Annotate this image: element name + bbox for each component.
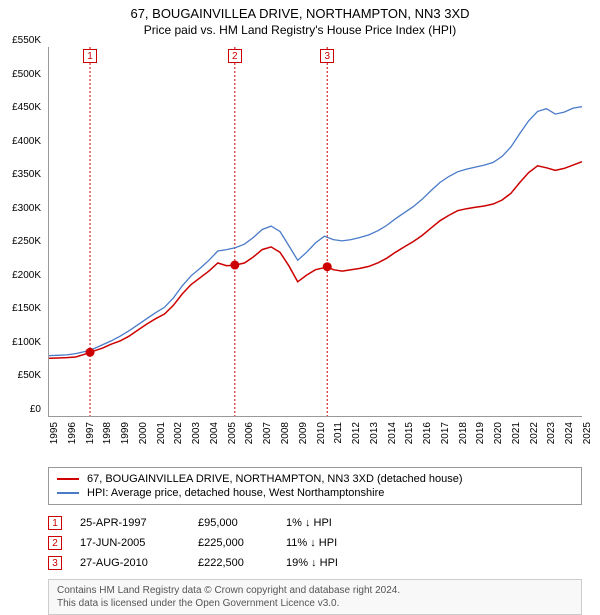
x-label: 2012 bbox=[351, 422, 362, 452]
x-label: 2003 bbox=[191, 422, 202, 452]
y-label: £500K bbox=[0, 69, 41, 80]
sale-diff-3: 19% ↓ HPI bbox=[286, 557, 376, 569]
x-label: 2011 bbox=[333, 422, 344, 452]
x-label: 2004 bbox=[209, 422, 220, 452]
sale-price-3: £222,500 bbox=[198, 557, 268, 569]
y-label: £250K bbox=[0, 236, 41, 247]
x-label: 1998 bbox=[102, 422, 113, 452]
chart-marker-label: 1 bbox=[83, 49, 97, 63]
sales-row-2: 2 17-JUN-2005 £225,000 11% ↓ HPI bbox=[48, 533, 582, 553]
x-label: 2007 bbox=[262, 422, 273, 452]
y-label: £150K bbox=[0, 303, 41, 314]
sale-price-1: £95,000 bbox=[198, 517, 268, 529]
x-label: 2019 bbox=[475, 422, 486, 452]
x-axis-labels: 1995 1996 1997 1998 1999 2000 2001 2002 2003 2004… bbox=[49, 418, 582, 458]
x-label: 2015 bbox=[404, 422, 415, 452]
y-label: £200K bbox=[0, 270, 41, 281]
legend-swatch-property bbox=[57, 478, 79, 480]
x-label: 2008 bbox=[280, 422, 291, 452]
legend-label-hpi: HPI: Average price, detached house, West… bbox=[87, 487, 384, 499]
x-label: 2022 bbox=[529, 422, 540, 452]
x-label: 2013 bbox=[369, 422, 380, 452]
y-axis-labels: £0£50K£100K£150K£200K£250K£300K£350K£400… bbox=[1, 41, 45, 410]
x-label: 1997 bbox=[85, 422, 96, 452]
sale-diff-1: 1% ↓ HPI bbox=[286, 517, 376, 529]
x-label: 2001 bbox=[156, 422, 167, 452]
x-label: 2020 bbox=[493, 422, 504, 452]
x-label: 1999 bbox=[120, 422, 131, 452]
y-label: £450K bbox=[0, 102, 41, 113]
sale-diff-2: 11% ↓ HPI bbox=[286, 537, 376, 549]
x-label: 2024 bbox=[564, 422, 575, 452]
footer-line-1: Contains HM Land Registry data © Crown c… bbox=[57, 584, 573, 597]
x-label: 2005 bbox=[227, 422, 238, 452]
chart-area: £0£50K£100K£150K£200K£250K£300K£350K£400… bbox=[48, 47, 582, 417]
x-label: 2006 bbox=[244, 422, 255, 452]
y-label: £0 bbox=[0, 404, 41, 415]
chart-svg bbox=[49, 47, 582, 416]
x-label: 2017 bbox=[440, 422, 451, 452]
sale-marker-3: 3 bbox=[48, 556, 62, 570]
legend: 67, BOUGAINVILLEA DRIVE, NORTHAMPTON, NN… bbox=[48, 467, 582, 505]
y-label: £50K bbox=[0, 370, 41, 381]
legend-label-property: 67, BOUGAINVILLEA DRIVE, NORTHAMPTON, NN… bbox=[87, 473, 463, 485]
legend-swatch-hpi bbox=[57, 492, 79, 494]
sales-row-1: 1 25-APR-1997 £95,000 1% ↓ HPI bbox=[48, 513, 582, 533]
chart-marker-label: 2 bbox=[228, 49, 242, 63]
x-label: 2021 bbox=[511, 422, 522, 452]
chart-title: 67, BOUGAINVILLEA DRIVE, NORTHAMPTON, NN… bbox=[0, 6, 600, 21]
x-label: 2025 bbox=[582, 422, 593, 452]
chart-title-block: 67, BOUGAINVILLEA DRIVE, NORTHAMPTON, NN… bbox=[0, 0, 600, 37]
y-label: £400K bbox=[0, 136, 41, 147]
sales-block: 1 25-APR-1997 £95,000 1% ↓ HPI 2 17-JUN-… bbox=[48, 513, 582, 573]
sale-price-2: £225,000 bbox=[198, 537, 268, 549]
x-label: 1995 bbox=[49, 422, 60, 452]
x-label: 1996 bbox=[67, 422, 78, 452]
x-label: 2018 bbox=[458, 422, 469, 452]
sale-date-1: 25-APR-1997 bbox=[80, 517, 180, 529]
x-label: 2014 bbox=[387, 422, 398, 452]
footer-line-2: This data is licensed under the Open Gov… bbox=[57, 597, 573, 610]
x-label: 2023 bbox=[546, 422, 557, 452]
y-label: £100K bbox=[0, 337, 41, 348]
sales-row-3: 3 27-AUG-2010 £222,500 19% ↓ HPI bbox=[48, 553, 582, 573]
sale-marker-2: 2 bbox=[48, 536, 62, 550]
x-label: 2016 bbox=[422, 422, 433, 452]
sale-date-3: 27-AUG-2010 bbox=[80, 557, 180, 569]
y-label: £550K bbox=[0, 35, 41, 46]
sale-date-2: 17-JUN-2005 bbox=[80, 537, 180, 549]
x-label: 2010 bbox=[316, 422, 327, 452]
y-label: £300K bbox=[0, 203, 41, 214]
legend-item-property: 67, BOUGAINVILLEA DRIVE, NORTHAMPTON, NN… bbox=[57, 472, 573, 486]
legend-item-hpi: HPI: Average price, detached house, West… bbox=[57, 486, 573, 500]
x-label: 2000 bbox=[138, 422, 149, 452]
y-label: £350K bbox=[0, 169, 41, 180]
sale-marker-1: 1 bbox=[48, 516, 62, 530]
chart-subtitle: Price paid vs. HM Land Registry's House … bbox=[0, 23, 600, 37]
x-label: 2002 bbox=[173, 422, 184, 452]
chart-marker-label: 3 bbox=[320, 49, 334, 63]
footer: Contains HM Land Registry data © Crown c… bbox=[48, 579, 582, 615]
x-label: 2009 bbox=[298, 422, 309, 452]
